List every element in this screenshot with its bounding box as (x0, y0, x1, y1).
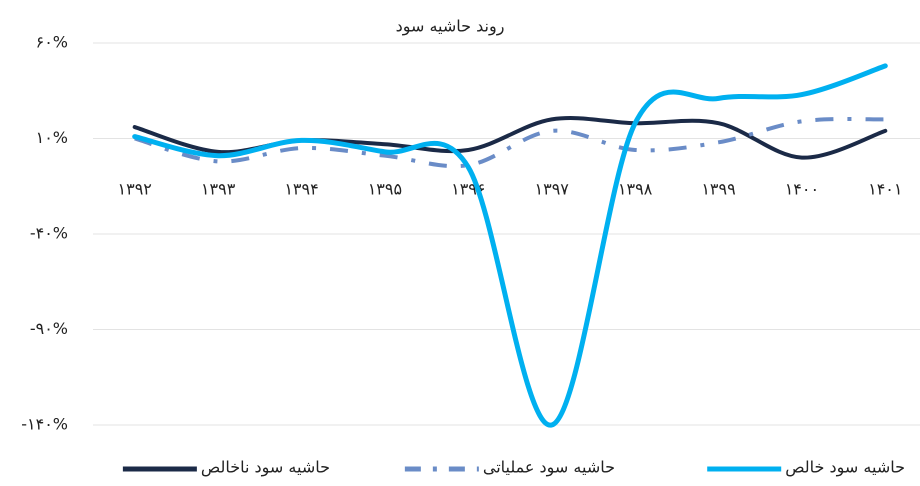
x-tick-label: ۱۳۹۴ (284, 180, 318, 199)
x-tick-label: ۱۳۹۵ (368, 180, 402, 199)
legend-label: حاشیه سود ناخالص (201, 458, 330, 478)
x-tick-label: ۱۳۹۹ (701, 180, 735, 199)
x-tick-label: ۱۴۰۱ (868, 180, 902, 199)
series-line (132, 63, 888, 428)
y-tick-label: -۹۰% (30, 319, 68, 338)
x-tick-label: ۱۳۹۳ (201, 180, 236, 199)
x-tick-label: ۱۳۹۲ (118, 180, 152, 199)
x-tick-label: ۱۳۹۷ (535, 180, 570, 199)
y-tick-label: ۶۰% (36, 33, 68, 52)
legend-label: حاشیه سود خالص (785, 458, 905, 478)
y-tick-label: -۴۰% (30, 224, 68, 243)
x-tick-label: ۱۳۹۸ (618, 180, 653, 199)
x-tick-label: ۱۴۰۰ (785, 180, 819, 199)
y-tick-label: -۱۴۰% (21, 415, 68, 434)
chart-title: روند حاشیه سود (396, 17, 505, 37)
series-line (134, 117, 886, 169)
legend-label: حاشیه سود عملیاتی (483, 458, 615, 478)
y-tick-label: ۱۰% (36, 128, 68, 147)
